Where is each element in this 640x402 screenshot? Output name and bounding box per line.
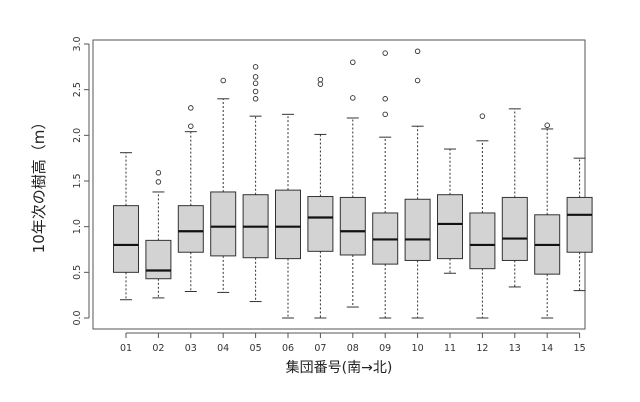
x-tick-label: 07 bbox=[314, 343, 326, 354]
y-axis-title: 10年次の樹高（m） bbox=[30, 115, 48, 254]
x-tick-label: 05 bbox=[250, 343, 262, 354]
iqr-box bbox=[145, 239, 172, 280]
iqr-box bbox=[437, 194, 463, 260]
outlier-point bbox=[317, 76, 324, 83]
x-tick-label: 06 bbox=[282, 343, 294, 354]
box-15 bbox=[566, 157, 593, 292]
x-tick-label: 12 bbox=[476, 343, 488, 354]
x-tick-label: 08 bbox=[347, 343, 359, 354]
iqr-box bbox=[501, 196, 528, 261]
outlier-point bbox=[220, 77, 226, 84]
y-tick-label: 1.5 bbox=[72, 173, 83, 188]
x-tick-label: 14 bbox=[541, 343, 553, 354]
iqr-box bbox=[113, 205, 139, 273]
x-tick-label: 13 bbox=[509, 343, 521, 354]
box-10 bbox=[404, 48, 431, 319]
outlier-point bbox=[252, 88, 259, 95]
x-tick-label: 10 bbox=[412, 343, 424, 354]
x-tick-label: 04 bbox=[217, 343, 229, 354]
outlier-point bbox=[155, 170, 162, 176]
box-13 bbox=[501, 108, 528, 288]
outlier-point bbox=[350, 59, 356, 66]
y-tick-label: 1.0 bbox=[72, 219, 83, 234]
x-tick-label: 11 bbox=[444, 343, 456, 354]
y-axis: 0.0 0.5 1.0 1.5 2.0 2.5 3.0 bbox=[72, 36, 90, 326]
boxes bbox=[113, 48, 593, 319]
outlier-point bbox=[252, 96, 259, 102]
outlier-point bbox=[479, 113, 486, 119]
outlier-point bbox=[252, 64, 259, 70]
outlier-point bbox=[414, 77, 421, 84]
iqr-box bbox=[275, 189, 301, 260]
iqr-box bbox=[177, 205, 204, 253]
x-tick-label: 02 bbox=[152, 343, 164, 354]
outlier-point bbox=[252, 80, 259, 87]
x-axis-title: 集団番号(南→北) bbox=[286, 359, 393, 376]
outlier-point bbox=[414, 48, 421, 55]
iqr-box bbox=[469, 212, 496, 270]
y-tick-label: 2.0 bbox=[72, 128, 83, 143]
box-03 bbox=[177, 105, 204, 293]
iqr-box bbox=[404, 198, 431, 261]
outlier-point bbox=[350, 95, 356, 101]
outlier-point bbox=[155, 179, 162, 185]
iqr-box bbox=[307, 196, 334, 252]
box-01 bbox=[113, 152, 139, 301]
outlier-point bbox=[382, 50, 388, 56]
box-11 bbox=[437, 148, 463, 274]
iqr-box bbox=[210, 191, 237, 257]
y-tick-label: 0.0 bbox=[72, 310, 83, 325]
box-12 bbox=[469, 113, 496, 319]
box-09 bbox=[372, 50, 399, 319]
x-tick-label: 03 bbox=[185, 343, 197, 354]
outlier-point bbox=[382, 111, 388, 118]
iqr-box bbox=[566, 196, 593, 253]
box-06 bbox=[275, 113, 301, 319]
box-05 bbox=[242, 64, 269, 303]
outlier-point bbox=[188, 105, 194, 111]
box-07 bbox=[307, 76, 334, 319]
x-tick-label: 01 bbox=[120, 343, 132, 354]
box-08 bbox=[339, 59, 366, 308]
box-04 bbox=[210, 77, 237, 293]
outlier-point bbox=[188, 123, 194, 129]
x-axis: 01 02 03 04 05 06 07 08 09 10 11 12 13 14 15 bbox=[120, 332, 586, 354]
iqr-box bbox=[339, 196, 366, 256]
y-tick-label: 3.0 bbox=[72, 36, 83, 51]
outlier-point bbox=[252, 74, 259, 80]
box-14 bbox=[534, 122, 561, 319]
y-tick-label: 2.5 bbox=[72, 82, 83, 97]
x-tick-label: 15 bbox=[574, 343, 586, 354]
box-02 bbox=[145, 170, 172, 299]
outlier-point bbox=[544, 122, 550, 129]
y-tick-label: 0.5 bbox=[72, 265, 83, 280]
x-tick-label: 09 bbox=[379, 343, 391, 354]
outlier-point bbox=[317, 81, 324, 87]
outlier-point bbox=[382, 96, 388, 102]
plot-frame bbox=[92, 39, 586, 330]
